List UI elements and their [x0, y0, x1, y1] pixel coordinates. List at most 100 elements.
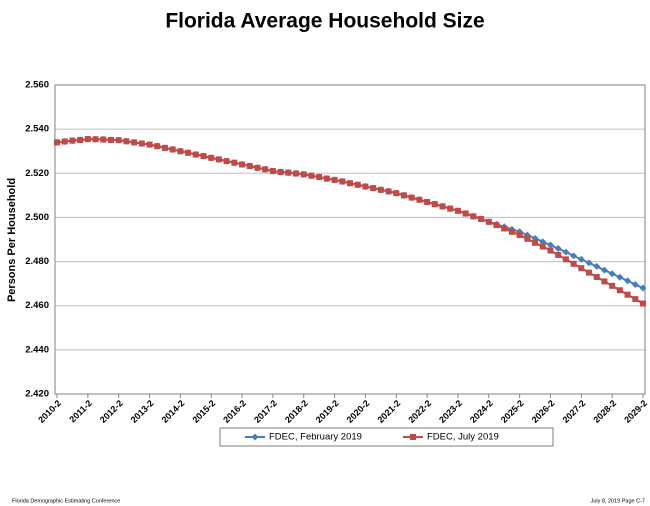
- y-tick-label: 2.560: [25, 80, 49, 91]
- point: [161, 144, 168, 151]
- point: [570, 252, 578, 260]
- point: [331, 176, 338, 183]
- point: [593, 274, 600, 281]
- point: [501, 225, 508, 232]
- point: [532, 239, 539, 246]
- y-tick-label: 2.460: [25, 300, 49, 311]
- point: [131, 139, 138, 146]
- point: [408, 194, 415, 201]
- x-tick-label: 2018-2: [283, 398, 310, 425]
- y-axis-label: Persons Per Household: [6, 178, 18, 302]
- point: [410, 434, 416, 440]
- point: [554, 245, 562, 253]
- point: [385, 188, 392, 195]
- x-tick-label: 2014-2: [160, 398, 187, 425]
- x-tick-label: 2011-2: [67, 398, 94, 425]
- point: [323, 175, 330, 182]
- x-tick-label: 2019-2: [314, 398, 341, 425]
- point: [254, 164, 261, 171]
- footer-left: Florida Demographic Estimating Conferenc…: [12, 498, 120, 504]
- point: [447, 205, 454, 212]
- x-tick-label: 2029-2: [622, 398, 649, 425]
- point: [624, 291, 631, 298]
- point: [92, 136, 99, 143]
- x-tick-label: 2025-2: [499, 398, 526, 425]
- point: [285, 169, 292, 176]
- point: [546, 241, 554, 249]
- y-tick-label: 2.480: [25, 256, 49, 267]
- point: [347, 180, 353, 187]
- point: [84, 136, 91, 143]
- point: [316, 174, 323, 181]
- point: [185, 149, 192, 156]
- point: [362, 183, 369, 190]
- point: [586, 269, 593, 276]
- point: [370, 185, 377, 192]
- point: [192, 151, 199, 158]
- point: [547, 247, 554, 254]
- point: [431, 201, 438, 208]
- point: [600, 266, 608, 274]
- point: [293, 170, 300, 177]
- point: [231, 159, 238, 166]
- point: [239, 161, 246, 168]
- point: [516, 232, 523, 239]
- y-tick-label: 2.440: [25, 344, 49, 355]
- point: [208, 154, 215, 161]
- series-line: [56, 138, 644, 289]
- point: [246, 163, 253, 170]
- x-tick-label: 2026-2: [530, 398, 557, 425]
- point: [616, 273, 624, 281]
- legend-label: FDEC, July 2019: [427, 432, 499, 443]
- chart-title: Florida Average Household Size: [165, 10, 484, 33]
- point: [593, 262, 601, 270]
- point: [400, 192, 407, 199]
- point: [77, 136, 84, 143]
- legend-box: [219, 427, 554, 447]
- x-tick-label: 2016-2: [221, 398, 248, 425]
- point: [354, 181, 361, 188]
- point: [177, 148, 184, 155]
- y-tick-label: 2.540: [25, 124, 49, 135]
- point: [393, 190, 400, 197]
- y-tick-label: 2.520: [25, 168, 49, 179]
- point: [539, 238, 547, 246]
- point: [146, 141, 153, 148]
- point: [377, 186, 384, 193]
- point: [339, 178, 346, 185]
- series-line: [56, 138, 644, 305]
- x-tick-label: 2027-2: [561, 398, 588, 425]
- point: [54, 139, 60, 146]
- point: [640, 300, 646, 307]
- point: [485, 218, 492, 225]
- point: [478, 215, 485, 222]
- point: [616, 287, 623, 294]
- point: [251, 433, 259, 441]
- point: [562, 256, 569, 263]
- x-tick-label: 2015-2: [190, 398, 217, 425]
- footer-right: July 8, 2019 Page C-7: [591, 498, 645, 504]
- point: [123, 138, 130, 145]
- point: [585, 259, 593, 267]
- point: [300, 171, 307, 178]
- point: [632, 296, 639, 303]
- x-tick-label: 2013-2: [129, 398, 156, 425]
- point: [462, 210, 469, 217]
- x-tick-label: 2017-2: [252, 398, 279, 425]
- point: [470, 213, 477, 220]
- x-tick-label: 2024-2: [468, 398, 495, 425]
- x-tick-label: 2021-2: [375, 398, 402, 425]
- point: [269, 168, 276, 175]
- point: [424, 198, 431, 205]
- point: [277, 168, 284, 175]
- y-tick-label: 2.500: [25, 212, 49, 223]
- point: [454, 207, 461, 214]
- point: [631, 281, 639, 289]
- legend-label: FDEC, February 2019: [269, 432, 362, 443]
- x-tick-label: 2022-2: [406, 398, 433, 425]
- point: [609, 282, 616, 289]
- point: [539, 243, 546, 250]
- point: [562, 248, 570, 256]
- x-tick-label: 2023-2: [437, 398, 464, 425]
